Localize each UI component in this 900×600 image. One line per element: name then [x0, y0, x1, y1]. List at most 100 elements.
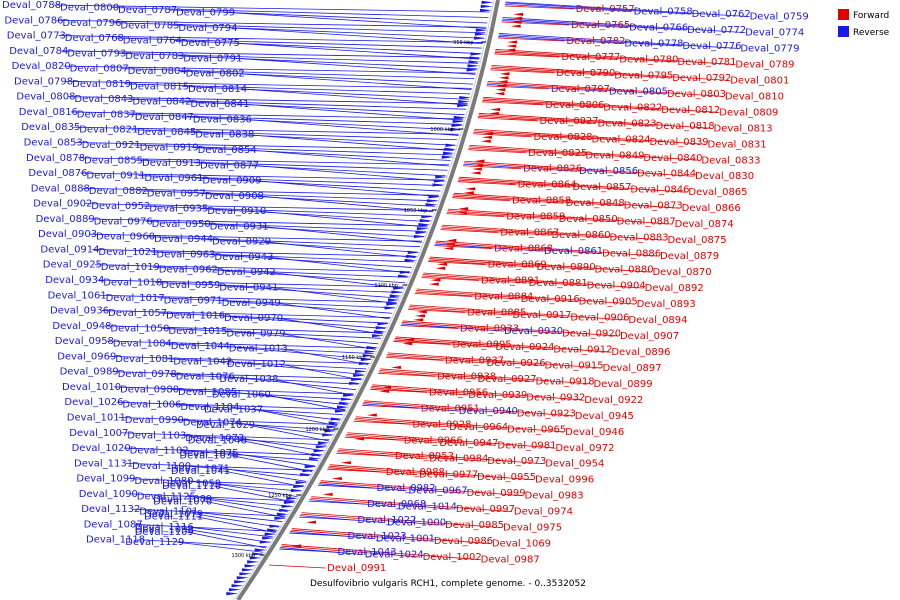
- gene-label: Deval_0818: [656, 121, 715, 132]
- reverse-gene-arrow: [450, 127, 463, 131]
- reverse-gene-arrow: [226, 592, 239, 596]
- connector-line: [344, 436, 402, 441]
- gene-label: Deval_0827: [540, 116, 599, 127]
- gene-label: Deval_1019: [101, 262, 160, 273]
- connector-line: [400, 325, 458, 329]
- reverse-gene-arrow: [372, 334, 385, 338]
- legend: Forward Reverse: [838, 9, 890, 38]
- connector-line: [128, 478, 304, 487]
- connector-line: [501, 20, 628, 28]
- gene-label: Deval_1103: [127, 430, 186, 441]
- reverse-gene-arrow: [267, 528, 280, 532]
- connector-line: [174, 40, 481, 54]
- connector-line: [416, 290, 577, 302]
- gene-label: Deval_1043: [337, 547, 396, 558]
- connector-line: [319, 481, 465, 494]
- reverse-gene-arrow: [228, 588, 241, 592]
- gene-label: Deval_0981: [497, 440, 556, 451]
- reverse-gene-arrow: [441, 155, 454, 159]
- connector-line: [372, 384, 583, 401]
- gene-label: Deval_0951: [421, 403, 480, 414]
- gene-label: Deval_0821: [79, 125, 138, 136]
- connector-line: [387, 352, 601, 369]
- connector-line: [452, 197, 511, 202]
- gene-label: Deval_0892: [645, 283, 704, 294]
- reverse-gene-arrow: [373, 330, 386, 334]
- gene-labels: Deval_0788Deval_0800Deval_0787Deval_0799…: [2, 0, 809, 574]
- connector-line: [195, 516, 276, 534]
- gene-label: Deval_1101: [139, 507, 198, 518]
- reverse-gene-arrow: [435, 175, 448, 179]
- gene-label: Deval_0912: [553, 344, 612, 355]
- connector-line: [409, 304, 627, 321]
- connector-line: [458, 178, 629, 191]
- connector-line: [472, 133, 532, 138]
- connector-line: [191, 511, 283, 523]
- gene-label: Deval_0934: [45, 275, 104, 286]
- gene-label: Deval_1084: [113, 339, 172, 350]
- gene-label: Deval_1012: [227, 359, 286, 370]
- forward-gene-arrow: [331, 476, 342, 481]
- connector-line: [501, 21, 570, 26]
- connector-line: [92, 249, 417, 257]
- connector-line: [434, 245, 493, 249]
- gene-label: Deval_0808: [16, 92, 75, 103]
- connector-line: [453, 194, 622, 207]
- forward-gene-arrow: [402, 342, 413, 346]
- connector-line: [232, 42, 480, 60]
- reverse-gene-arrow: [399, 270, 412, 274]
- gene-label: Deval_1057: [108, 308, 167, 319]
- connector-line: [186, 531, 267, 549]
- forward-gene-arrow: [354, 437, 365, 441]
- connector-line: [167, 358, 367, 370]
- connector-line: [56, 19, 487, 28]
- connector-line: [429, 256, 651, 273]
- gene-label: Deval_0835: [21, 122, 80, 133]
- reverse-gene-arrow: [281, 504, 294, 508]
- reverse-gene-arrow: [279, 508, 292, 512]
- gene-label: Deval_0831: [708, 139, 767, 150]
- gene-label: Deval_0848: [566, 198, 625, 209]
- gene-label: Deval_0792: [672, 73, 731, 84]
- gene-label: Deval_0983: [525, 491, 584, 502]
- forward-gene-arrow: [496, 84, 507, 88]
- forward-gene-arrow: [291, 544, 302, 548]
- gene-label: Deval_0978: [118, 369, 177, 380]
- reverse-gene-arrow: [252, 552, 265, 556]
- gene-label: Deval_1085: [178, 387, 237, 398]
- gene-label: Deval_0894: [628, 315, 687, 326]
- gene-label: Deval_0967: [409, 486, 468, 497]
- connector-line: [171, 389, 351, 400]
- gene-label: Deval_0758: [634, 7, 693, 18]
- connector-line: [152, 266, 408, 278]
- gene-label: Deval_0819: [72, 79, 131, 90]
- reverse-gene-arrow: [293, 484, 306, 489]
- gene-label: Deval_0809: [719, 107, 778, 118]
- gene-label: Deval_0979: [226, 328, 285, 339]
- gene-label: Deval_0961: [144, 173, 203, 184]
- reverse-gene-arrow: [262, 536, 275, 540]
- connector-line: [229, 391, 349, 406]
- reverse-gene-arrow: [309, 457, 322, 461]
- reverse-gene-arrow: [466, 68, 479, 72]
- connector-line: [186, 480, 301, 492]
- gene-label: Deval_1042: [173, 356, 232, 367]
- connector-line: [261, 225, 422, 243]
- connector-line: [457, 181, 516, 186]
- connector-line: [278, 332, 376, 350]
- gene-label: Deval_0793: [67, 48, 126, 59]
- connector-line: [123, 447, 322, 456]
- connector-line: [416, 288, 635, 305]
- gene-label: Deval_0778: [624, 38, 683, 49]
- connector-line: [494, 52, 618, 60]
- gene-label: Deval_0927: [477, 374, 536, 385]
- reverse-gene-arrow: [241, 568, 254, 572]
- connector-line: [198, 192, 436, 207]
- gene-label: Deval_0959: [161, 280, 220, 291]
- connector-line: [249, 149, 449, 167]
- reverse-gene-arrow: [453, 115, 466, 120]
- gene-label: Deval_0867: [500, 228, 559, 239]
- reverse-gene-arrow: [458, 100, 471, 104]
- connector-line: [263, 394, 346, 411]
- gene-label: Deval_0906: [570, 312, 629, 323]
